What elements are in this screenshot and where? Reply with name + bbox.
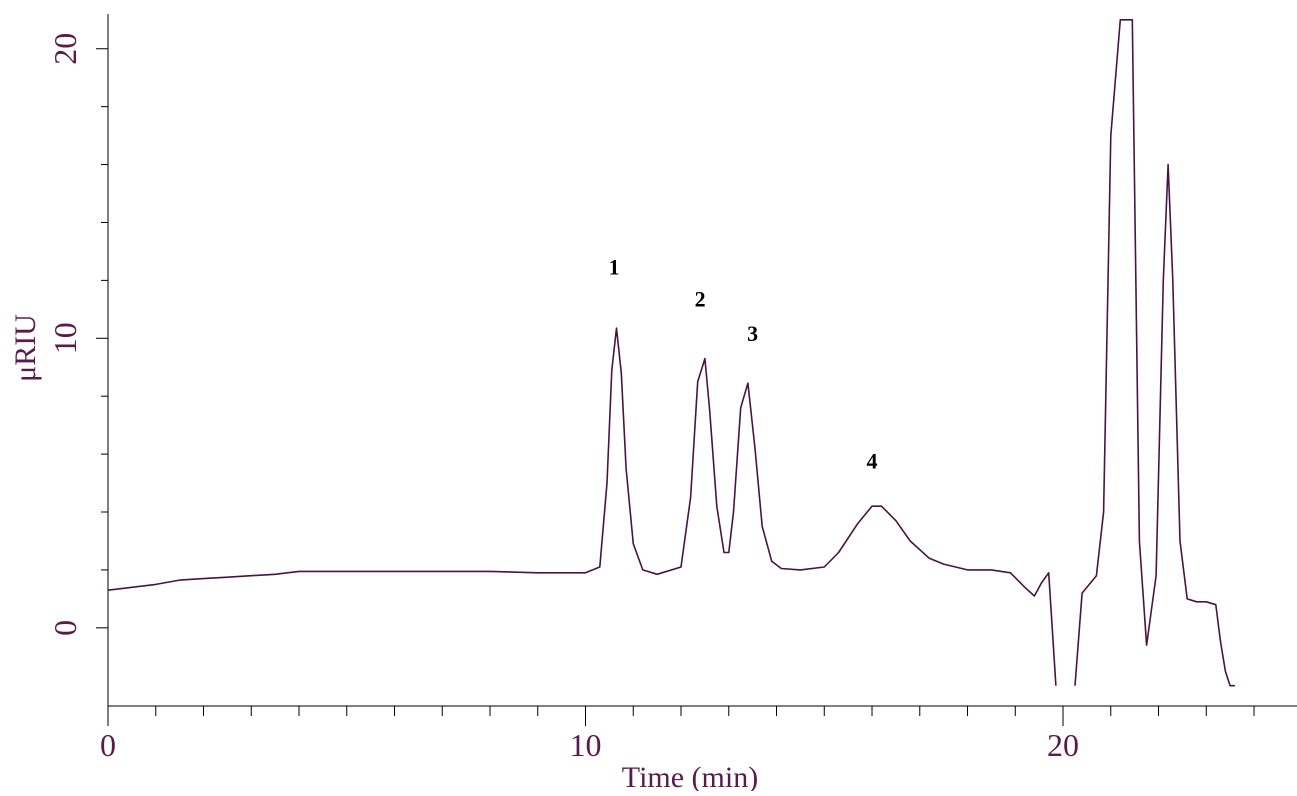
peak-label-3: 3 [747, 321, 758, 346]
y-tick-label: 0 [47, 620, 83, 636]
y-tick-label: 10 [47, 322, 83, 354]
peak-label-2: 2 [695, 286, 706, 311]
x-tick-label: 10 [570, 727, 602, 763]
y-axis-title: μRIU [9, 314, 42, 382]
trace-layer [107, 19, 1235, 687]
x-axis-title: Time (min) [622, 761, 758, 791]
x-tick-label: 0 [100, 727, 116, 763]
y-tick-label: 20 [47, 33, 83, 65]
axes-layer: 0 10 20 0 10 20 [47, 14, 1297, 763]
peak-label-1: 1 [609, 255, 620, 280]
peak-label-4: 4 [867, 449, 878, 474]
label-layer: 1 2 3 4 [609, 255, 878, 474]
chromatogram-trace [107, 327, 1057, 686]
x-tick-label: 20 [1047, 727, 1079, 763]
chromatogram-trace [1074, 19, 1235, 687]
